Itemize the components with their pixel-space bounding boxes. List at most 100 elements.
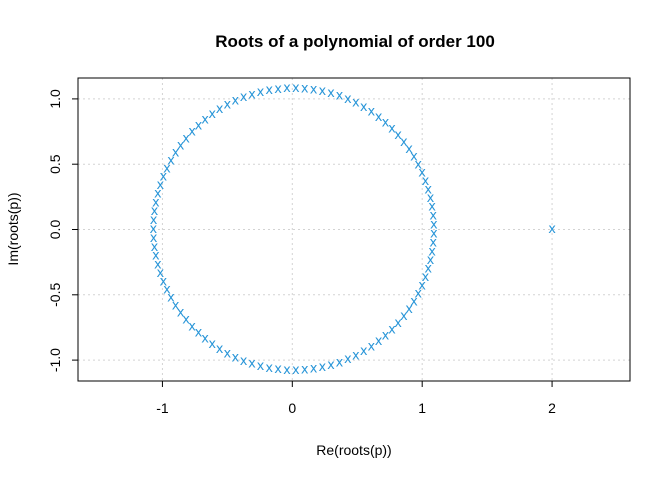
data-point: x (156, 178, 164, 193)
y-tick-label: 0.0 (47, 220, 63, 240)
data-point: x (172, 298, 180, 313)
data-point: x (318, 360, 326, 375)
data-point: x (310, 362, 318, 377)
data-point: x (367, 339, 375, 354)
data-point: x (231, 350, 239, 365)
data-point: x (336, 89, 344, 104)
data-point: x (360, 100, 368, 115)
data-points: xxxxxxxxxxxxxxxxxxxxxxxxxxxxxxxxxxxxxxxx… (149, 81, 556, 378)
data-point: x (394, 128, 402, 143)
data-point: x (382, 115, 390, 130)
data-point: x (310, 82, 318, 97)
data-point: x (375, 110, 383, 125)
data-point: x (182, 313, 190, 328)
data-point: x (430, 226, 438, 241)
data-point: x (405, 302, 413, 317)
grid-lines (78, 78, 630, 381)
data-point: x (167, 291, 175, 306)
data-point: x (427, 253, 435, 268)
x-tick-label: 1 (418, 400, 426, 416)
data-point: x (422, 270, 430, 285)
y-tick-label: -1.0 (47, 348, 63, 372)
data-point: x (163, 161, 171, 176)
data-point: x (327, 358, 335, 373)
data-point: x (172, 146, 180, 161)
data-point: x (208, 107, 216, 122)
data-point: x (424, 182, 432, 197)
data-point: x (301, 363, 309, 378)
data-point: x (195, 118, 203, 133)
data-point: x (414, 157, 422, 172)
data-point: x (182, 131, 190, 146)
data-point: x (428, 200, 436, 215)
x-tick-label: -1 (156, 400, 169, 416)
data-point: x (257, 359, 265, 374)
data-point: x (224, 346, 232, 361)
data-point: x (152, 195, 160, 210)
data-point: x (188, 319, 196, 334)
data-point: x (195, 326, 203, 341)
data-point: x (429, 209, 437, 224)
data-point: x (360, 344, 368, 359)
data-point: x (240, 354, 248, 369)
data-point: x (257, 85, 265, 100)
x-axis-label: Re(roots(p)) (316, 442, 391, 458)
data-point: x (301, 81, 309, 96)
data-point: x (292, 363, 300, 378)
data-point: x (388, 121, 396, 136)
data-point: x (216, 342, 224, 357)
data-point: x (428, 244, 436, 259)
data-point: x (367, 105, 375, 120)
data-point: x (283, 81, 291, 96)
data-point: x (344, 92, 352, 107)
data-point: x (149, 222, 157, 237)
data-point: x (152, 249, 160, 264)
data-point: x (394, 316, 402, 331)
data-point: x (318, 84, 326, 99)
data-point: x (216, 102, 224, 117)
data-point: x (422, 174, 430, 189)
data-point: x (224, 98, 232, 113)
data-point: x (424, 262, 432, 277)
y-axis: -1.0 -0.5 0.0 0.5 1.0 (47, 89, 78, 372)
data-point: x (156, 266, 164, 281)
x-axis: -1 0 1 2 (156, 381, 556, 416)
data-point: x (400, 135, 408, 150)
data-point: x (382, 329, 390, 344)
data-point: x (414, 287, 422, 302)
data-point: x (151, 204, 159, 219)
data-point: x (154, 257, 162, 272)
data-point: x (405, 142, 413, 157)
data-point: x (283, 363, 291, 378)
data-point: x (375, 334, 383, 349)
data-point: x (208, 337, 216, 352)
data-point: x (248, 87, 256, 102)
data-point: x (327, 86, 335, 101)
y-tick-label: -0.5 (47, 283, 63, 307)
data-point: x (292, 81, 300, 96)
data-point: x (240, 90, 248, 105)
data-point: x (188, 125, 196, 140)
data-point: x (167, 153, 175, 168)
data-point: x (177, 306, 185, 321)
y-axis-label: Im(roots(p)) (5, 192, 21, 265)
data-point: x (344, 352, 352, 367)
data-point: x (336, 355, 344, 370)
data-point: x (265, 361, 273, 376)
data-point: x (265, 83, 273, 98)
data-point: x (248, 357, 256, 372)
data-point: x (352, 96, 360, 111)
data-point: x (427, 191, 435, 206)
chart-title: Roots of a polynomial of order 100 (215, 32, 495, 51)
data-point: x (430, 218, 438, 233)
data-point: x (150, 213, 158, 228)
data-point: x (429, 235, 437, 250)
data-point: x (418, 279, 426, 294)
data-point: x (151, 240, 159, 255)
y-tick-label: 1.0 (47, 89, 63, 109)
data-point: x (177, 138, 185, 153)
data-point: x (201, 113, 209, 128)
data-point: x (160, 274, 168, 289)
y-tick-label: 0.5 (47, 154, 63, 174)
